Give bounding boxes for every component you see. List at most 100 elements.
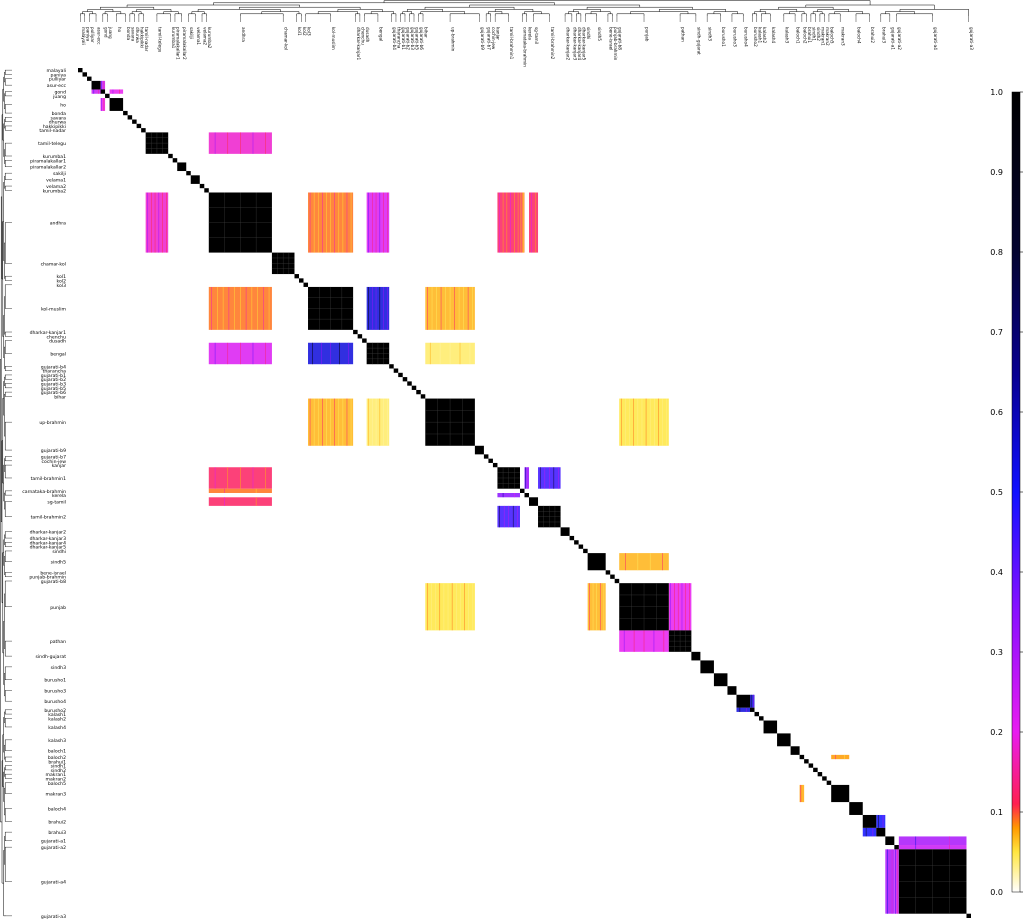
row-label: dusadh bbox=[49, 339, 66, 345]
row-label: sindhi bbox=[52, 549, 66, 555]
dendrogram-branch bbox=[485, 13, 491, 16]
heatmap-diag-cell bbox=[362, 338, 367, 343]
column-label: gujarati-b4 bbox=[392, 27, 397, 50]
column-label: pulliyar bbox=[90, 27, 95, 43]
dendrogram-branch bbox=[488, 11, 503, 14]
dendrogram-branch bbox=[564, 13, 573, 16]
heatmap-diag-cell bbox=[492, 462, 498, 468]
heatmap-offdiag-cell bbox=[831, 754, 850, 760]
row-label: brahui1 bbox=[48, 759, 66, 765]
column-label: kerela bbox=[527, 27, 532, 40]
column-label: brahui2 bbox=[870, 27, 875, 43]
colorbar-tick-label: 0.4 bbox=[990, 568, 1003, 577]
heatmap-diag-cell bbox=[605, 570, 611, 575]
dendrogram-branch bbox=[4, 501, 6, 517]
row-label: dharkar-kanjar3 bbox=[30, 536, 66, 542]
heatmap-diag-cell bbox=[82, 72, 88, 77]
colorbar-tick-label: 0.1 bbox=[990, 808, 1003, 817]
column-label: tamil-telegu bbox=[157, 27, 162, 53]
row-label: tamil-brahmin1 bbox=[31, 476, 66, 482]
column-label: dusadh bbox=[365, 27, 370, 43]
column-label: tamil-brahmin1 bbox=[509, 27, 514, 60]
dendrogram-branch bbox=[4, 542, 6, 547]
column-label: paniya bbox=[85, 27, 90, 42]
heatmap-offdiag-cell bbox=[91, 89, 101, 94]
column-label: gond bbox=[103, 27, 108, 38]
heatmap-diag-cell bbox=[736, 694, 751, 708]
dendrogram-branch bbox=[100, 6, 155, 10]
dendrogram-branch bbox=[240, 13, 284, 16]
dendrogram-branch bbox=[4, 222, 6, 264]
row-label: dharkar-kanjar4 bbox=[30, 540, 66, 546]
dendrogram-branch bbox=[731, 13, 744, 16]
column-label: hakkipikki bbox=[139, 27, 144, 48]
dendrogram-branch bbox=[521, 13, 528, 16]
column-label: gujarati-b9 bbox=[480, 27, 485, 50]
colorbar: 0.0 0.1 0.2 0.3 0.4 0.5 0.6 0.7 0.8 0.9 1.0 bbox=[990, 88, 1023, 897]
dendrogram-branch bbox=[812, 11, 823, 14]
heatmap-offdiag-cell bbox=[100, 80, 106, 90]
dendrogram-branch bbox=[4, 117, 6, 122]
heatmap-diag-cell bbox=[849, 802, 863, 815]
dendrogram-branch bbox=[834, 11, 864, 14]
heatmap-diag-cell bbox=[817, 772, 823, 777]
row-label: pulliyar bbox=[49, 77, 66, 83]
dendrogram-branch bbox=[533, 13, 550, 16]
column-label: baloch4 bbox=[856, 27, 861, 44]
dendrogram-branch bbox=[383, 0, 871, 5]
heatmap-diag-cell bbox=[105, 93, 110, 99]
heatmap-diag-cell bbox=[357, 334, 363, 339]
dendrogram-branch bbox=[789, 11, 805, 14]
dendrogram-branch bbox=[191, 11, 205, 14]
dendrogram-branch bbox=[658, 9, 727, 12]
dendrogram-branch bbox=[102, 13, 108, 16]
heatmap-diag-cell bbox=[831, 784, 850, 803]
column-label: bengal bbox=[378, 27, 383, 41]
heatmap-diag-cell bbox=[199, 183, 205, 189]
column-labels: malayali paniya pulliyar asur-ecc gond juang h… bbox=[81, 26, 974, 67]
heatmap-diag-cell bbox=[750, 707, 755, 712]
dendrogram-branch bbox=[759, 9, 798, 12]
row-label: sindh3 bbox=[51, 665, 66, 671]
heatmap-diag-cell bbox=[411, 385, 417, 390]
column-label: kalash4 bbox=[771, 27, 776, 43]
heatmap-diag-cell bbox=[610, 574, 615, 579]
dendrogram-branch bbox=[4, 756, 6, 762]
row-label: hakkipikki bbox=[43, 124, 66, 130]
heatmap-diag-cell bbox=[813, 767, 818, 773]
row-label: carnataka-brahmin bbox=[22, 489, 66, 495]
heatmap-diag-cell bbox=[488, 458, 493, 463]
heatmap-offdiag-cell bbox=[208, 497, 272, 506]
dendrogram-branch bbox=[817, 9, 849, 12]
dendrogram-branch bbox=[201, 13, 207, 16]
colorbar-tick-label: 0.9 bbox=[990, 168, 1003, 177]
dendrogram-branch bbox=[761, 13, 771, 16]
heatmap-diag-cell bbox=[204, 188, 209, 193]
row-label: tamil-telegu bbox=[38, 141, 66, 147]
colorbar-tick-label: 0.0 bbox=[990, 888, 1003, 897]
row-label: velama2 bbox=[46, 184, 66, 190]
column-label: gujarati-b3 bbox=[410, 27, 415, 50]
dendrogram-branch bbox=[880, 13, 891, 16]
row-label: gujarati-a2 bbox=[41, 845, 66, 851]
column-label: dharkar-kanjar3 bbox=[572, 27, 577, 61]
row-label: velama1 bbox=[46, 178, 66, 184]
dendrogram-branch bbox=[494, 13, 509, 16]
dendrogram-branch bbox=[4, 160, 6, 167]
row-label: gujarati-a1 bbox=[41, 839, 66, 845]
dendrogram-branch bbox=[4, 739, 6, 751]
dendrogram-branch bbox=[261, 11, 300, 14]
heatmap-offdiag-cell bbox=[885, 849, 895, 914]
row-label: kol3 bbox=[56, 283, 66, 289]
dendrogram-branch bbox=[89, 13, 97, 16]
row-label: sindh5 bbox=[51, 560, 66, 566]
column-label: velama2 bbox=[203, 27, 208, 45]
column-label: kurumba1 bbox=[171, 27, 176, 49]
row-label: malayali bbox=[47, 68, 66, 74]
dendrogram-branch bbox=[706, 13, 721, 16]
row-label: piramalakallar2 bbox=[30, 165, 66, 171]
row-label: gujarati-b5 bbox=[41, 386, 66, 392]
column-label: tamil-nadar bbox=[144, 27, 149, 52]
dendrogram-branch bbox=[810, 13, 816, 16]
column-label: sindh-gujarat bbox=[696, 27, 701, 55]
